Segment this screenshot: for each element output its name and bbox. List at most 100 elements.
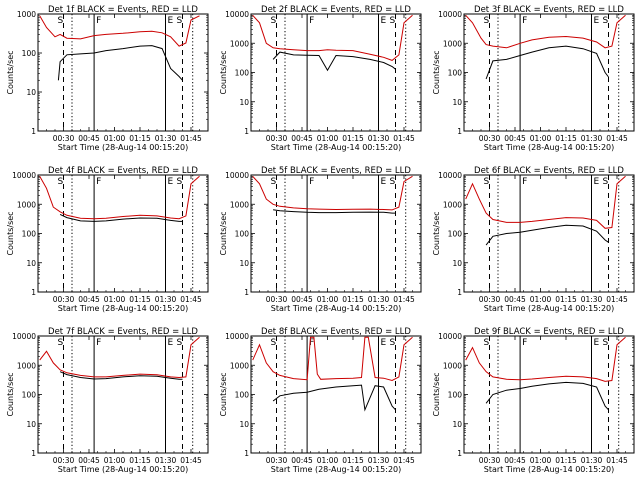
- x-tick-label: 00:45: [291, 295, 313, 304]
- x-tick-label: 01:15: [555, 456, 577, 465]
- x-tick-label: 01:15: [129, 134, 151, 143]
- marker-letter: S: [390, 177, 396, 187]
- marker-letter: F: [309, 16, 314, 26]
- chart-title: Det 2f BLACK = Events, RED = LLD: [261, 5, 411, 15]
- events-series-line: [485, 381, 609, 411]
- x-tick-label: 00:45: [504, 134, 526, 143]
- x-tick-label: 01:00: [530, 456, 552, 465]
- x-tick-label: 01:30: [368, 456, 390, 465]
- x-tick-label: 01:45: [606, 456, 628, 465]
- x-tick-label: 00:45: [504, 456, 526, 465]
- y-tick-label: 10000: [12, 332, 36, 341]
- x-tick-label: 00:45: [78, 295, 100, 304]
- x-tick-label: 00:45: [291, 456, 313, 465]
- x-axis-label: Start Time (28-Aug-14 00:15:20): [484, 143, 615, 152]
- chart-panel-4: Det 4f BLACK = Events, RED = LLD 1 10 100 10…: [6, 166, 209, 313]
- chart-title: Det 7f BLACK = Events, RED = LLD: [48, 327, 198, 337]
- marker-letter: E: [168, 16, 174, 26]
- x-tick-label: 00:45: [504, 295, 526, 304]
- events-series-line: [485, 45, 609, 80]
- y-axis-label: Counts/sec: [219, 50, 228, 94]
- x-tick-label: 01:00: [530, 134, 552, 143]
- y-tick-label: 10: [239, 98, 249, 107]
- marker-letter: F: [522, 16, 527, 26]
- marker-letter: E: [594, 16, 600, 26]
- chart-title: Det 9f BLACK = Events, RED = LLD: [474, 327, 624, 337]
- x-tick-label: 00:30: [479, 134, 501, 143]
- y-tick-label: 100: [235, 230, 250, 239]
- marker-letter: S: [58, 177, 64, 187]
- lld-series-line: [465, 14, 626, 49]
- y-tick-label: 1000: [230, 39, 249, 48]
- chart-panel-5: Det 5f BLACK = Events, RED = LLD 1 10 100 10…: [219, 166, 422, 313]
- x-tick-label: 00:30: [266, 295, 288, 304]
- y-tick-label: 10000: [225, 171, 249, 180]
- marker-letter: S: [58, 338, 64, 348]
- chart-panel-3: Det 3f BLACK = Events, RED = LLD 1 10 100 10…: [432, 5, 635, 152]
- chart-title: Det 5f BLACK = Events, RED = LLD: [261, 166, 411, 176]
- marker-letter: E: [381, 177, 387, 187]
- y-tick-label: 100: [235, 391, 250, 400]
- marker-letter: S: [390, 338, 396, 348]
- x-tick-label: 01:15: [342, 134, 364, 143]
- x-tick-label: 01:45: [393, 134, 415, 143]
- marker-letter: E: [381, 338, 387, 348]
- y-tick-label: 10: [26, 88, 36, 97]
- y-axis-label: Counts/sec: [432, 372, 441, 416]
- y-tick-label: 10: [239, 259, 249, 268]
- events-series-line: [272, 51, 396, 72]
- x-tick-label: 00:45: [78, 134, 100, 143]
- y-tick-label: 1000: [230, 200, 249, 209]
- y-tick-label: 100: [448, 391, 463, 400]
- x-tick-label: 00:45: [291, 134, 313, 143]
- x-tick-label: 01:00: [104, 134, 126, 143]
- marker-letter: S: [484, 177, 490, 187]
- marker-letter: S: [271, 338, 277, 348]
- marker-letter: S: [603, 16, 609, 26]
- chart-panel-1: Det 1f BLACK = Events, RED = LLD 1 10 100 10…: [6, 5, 209, 152]
- x-tick-label: 00:30: [266, 134, 288, 143]
- lld-series-line: [39, 175, 200, 220]
- lld-series-line: [465, 336, 626, 382]
- marker-letter: S: [603, 177, 609, 187]
- x-tick-label: 01:30: [581, 134, 603, 143]
- marker-letter: S: [177, 338, 183, 348]
- marker-letter: F: [96, 16, 101, 26]
- y-tick-label: 100: [22, 49, 37, 58]
- chart-title: Det 8f BLACK = Events, RED = LLD: [261, 327, 411, 337]
- y-tick-label: 10: [26, 420, 36, 429]
- x-tick-label: 01:30: [155, 134, 177, 143]
- lld-series-line: [252, 14, 413, 61]
- y-tick-label: 10: [452, 420, 462, 429]
- marker-letter: F: [309, 338, 314, 348]
- x-tick-label: 01:00: [317, 295, 339, 304]
- x-tick-label: 01:30: [581, 456, 603, 465]
- x-tick-label: 01:45: [393, 295, 415, 304]
- y-tick-label: 10000: [438, 10, 462, 19]
- x-axis-label: Start Time (28-Aug-14 00:15:20): [484, 304, 615, 313]
- events-series-line: [273, 209, 396, 214]
- x-tick-label: 01:45: [606, 295, 628, 304]
- x-tick-label: 00:30: [53, 295, 75, 304]
- y-tick-label: 1000: [17, 361, 36, 370]
- y-tick-label: 10000: [225, 10, 249, 19]
- x-tick-label: 00:30: [53, 134, 75, 143]
- y-tick-label: 10000: [12, 171, 36, 180]
- x-tick-label: 01:00: [317, 456, 339, 465]
- x-tick-label: 01:00: [530, 295, 552, 304]
- marker-letter: S: [177, 16, 183, 26]
- chart-panel-8: Det 8f BLACK = Events, RED = LLD 1 10 100 10…: [219, 327, 422, 474]
- y-axis-label: Counts/sec: [219, 372, 228, 416]
- x-tick-label: 01:45: [180, 295, 202, 304]
- x-tick-label: 00:30: [266, 456, 288, 465]
- lld-series-line: [465, 175, 626, 229]
- chart-panel-2: Det 2f BLACK = Events, RED = LLD 1 10 100 10…: [219, 5, 422, 152]
- chart-panel-9: Det 9f BLACK = Events, RED = LLD 1 10 100 10…: [432, 327, 635, 474]
- y-axis-label: Counts/sec: [6, 50, 15, 94]
- x-tick-label: 01:30: [581, 295, 603, 304]
- x-tick-label: 01:15: [342, 295, 364, 304]
- y-tick-label: 1000: [443, 200, 462, 209]
- y-tick-label: 1: [31, 288, 36, 297]
- x-tick-label: 01:15: [342, 456, 364, 465]
